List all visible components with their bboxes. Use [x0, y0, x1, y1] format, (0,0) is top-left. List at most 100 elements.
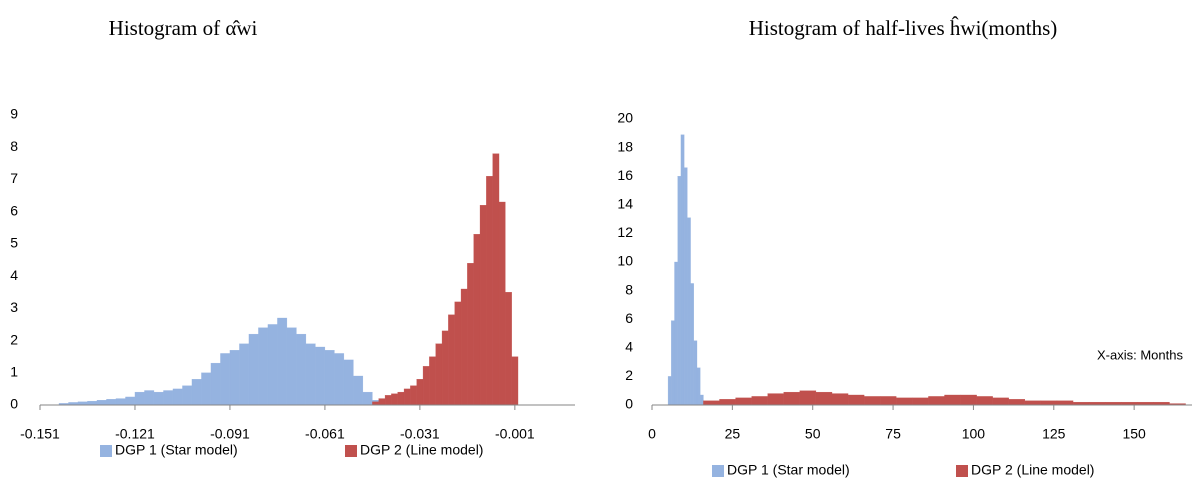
bar: [286, 327, 297, 406]
y-tick-label: 7: [10, 170, 18, 186]
bar: [863, 396, 881, 406]
bar: [172, 388, 183, 406]
y-tick-label: 2: [10, 331, 18, 347]
x-tick-label: 75: [885, 426, 901, 442]
bar: [703, 400, 720, 406]
bar: [1040, 400, 1058, 406]
bar: [182, 385, 193, 406]
bar: [677, 176, 682, 406]
bar: [1008, 399, 1026, 406]
y-tick-label: 20: [617, 110, 633, 126]
bar: [248, 333, 259, 406]
bar: [391, 393, 398, 406]
bar: [976, 396, 993, 406]
bar: [674, 261, 678, 406]
bar: [700, 394, 704, 406]
bar: [115, 398, 126, 406]
y-tick-label: 6: [625, 310, 633, 326]
bar: [687, 217, 691, 406]
bar: [267, 324, 278, 406]
y-tick-label: 16: [617, 167, 633, 183]
bar: [960, 394, 977, 406]
bar: [696, 367, 701, 406]
bar: [847, 394, 865, 406]
legend-swatch: [956, 465, 968, 477]
legend-label: DGP 2 (Line model): [360, 442, 483, 458]
chart-title: Histogram of α̂wi: [109, 16, 258, 40]
bar: [799, 390, 817, 406]
y-tick-label: 4: [625, 339, 633, 355]
bar: [454, 301, 462, 406]
bar: [467, 263, 474, 406]
bar: [460, 288, 468, 406]
legend-label: DGP 2 (Line model): [971, 462, 1094, 478]
bar: [719, 399, 736, 406]
bar: [511, 356, 519, 406]
x-tick-label: -0.001: [495, 426, 535, 442]
chart-title: Histogram of half-lives ĥwi(months): [749, 16, 1058, 40]
bar: [680, 134, 685, 406]
x-tick-label: -0.061: [305, 426, 345, 442]
bar: [429, 356, 436, 406]
bar: [473, 234, 481, 406]
bar: [671, 320, 675, 406]
x-tick-label: 150: [1122, 426, 1146, 442]
legend-swatch: [100, 445, 112, 457]
bar: [928, 396, 945, 406]
bar: [783, 391, 801, 406]
x-tick-label: -0.151: [20, 426, 60, 442]
bar: [343, 359, 354, 406]
y-tick-label: 12: [617, 224, 633, 240]
bar: [144, 390, 155, 406]
y-tick-label: 3: [10, 299, 18, 315]
bar: [220, 353, 231, 406]
x-tick-label: 125: [1042, 426, 1066, 442]
bar: [134, 391, 145, 406]
bar: [87, 400, 98, 406]
bar: [125, 396, 136, 406]
bar: [96, 400, 107, 406]
bar: [667, 376, 672, 406]
bar: [880, 396, 897, 406]
bar: [106, 399, 117, 406]
x-tick-label: -0.031: [400, 426, 440, 442]
bar: [735, 397, 752, 406]
bar: [693, 340, 698, 406]
y-tick-label: 18: [617, 138, 633, 154]
bar: [378, 398, 386, 406]
y-tick-label: 2: [625, 367, 633, 383]
bar: [353, 375, 364, 406]
bar: [362, 391, 373, 406]
bar: [410, 385, 417, 406]
x-tick-label: 25: [725, 426, 741, 442]
bar: [422, 366, 430, 406]
bar: [191, 379, 202, 406]
bar: [435, 343, 443, 406]
bar: [403, 388, 411, 406]
x-tick-label: 0: [648, 426, 656, 442]
x-tick-label: -0.121: [115, 426, 155, 442]
y-tick-label: 0: [10, 396, 18, 412]
bar: [992, 397, 1009, 406]
y-tick-label: 0: [625, 396, 633, 412]
legend-label: DGP 1 (Star model): [727, 462, 850, 478]
bar: [441, 330, 449, 406]
bar: [944, 394, 961, 406]
bar: [690, 283, 694, 406]
bar: [505, 292, 512, 406]
bar: [683, 167, 688, 406]
y-tick-label: 6: [10, 202, 18, 218]
bar: [416, 379, 424, 406]
bar: [1024, 400, 1042, 406]
legend-swatch: [345, 445, 357, 457]
bar: [239, 343, 250, 406]
annotation: X-axis: Months: [1097, 347, 1183, 362]
y-tick-label: 1: [10, 363, 18, 379]
y-tick-label: 10: [617, 253, 633, 269]
bar: [296, 333, 307, 406]
bar: [397, 391, 405, 406]
y-tick-label: 8: [10, 138, 18, 154]
bar: [492, 153, 500, 406]
bar: [201, 372, 212, 406]
